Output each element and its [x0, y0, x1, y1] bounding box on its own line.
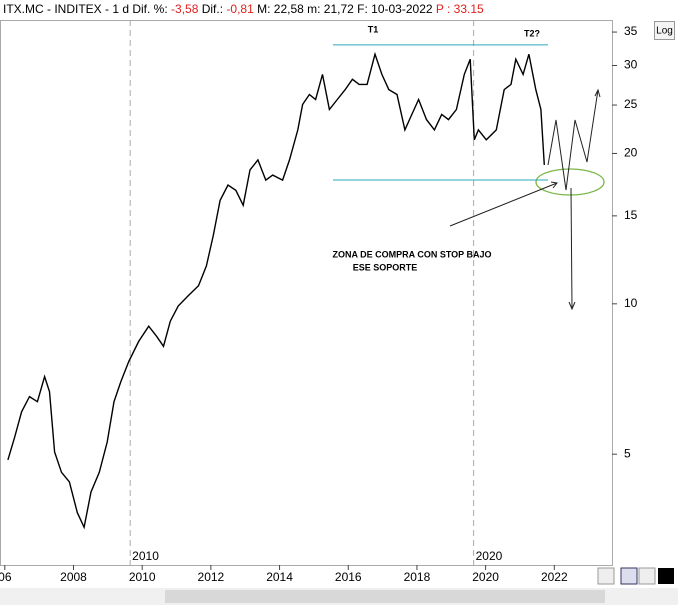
header: ITX.MC - INDITEX - 1 d Dif. %: -3,58 Dif…: [3, 2, 484, 16]
icon-button[interactable]: [638, 567, 656, 585]
header-part: -3,58: [171, 2, 199, 16]
x-tick-label: 2012: [198, 570, 225, 584]
x-tick-label: 2022: [541, 570, 568, 584]
arrow: [449, 182, 558, 227]
arrow-head: [594, 88, 601, 98]
x-tick-label: 2016: [335, 570, 362, 584]
log-button[interactable]: [654, 21, 675, 40]
x-tick-label: 2014: [266, 570, 293, 584]
annotation: T2?: [524, 28, 540, 38]
y-tick-label: 30: [624, 58, 638, 72]
plot-frame: [0, 20, 613, 566]
color-button[interactable]: [658, 568, 674, 584]
header-part: Dif.:: [198, 2, 226, 16]
annotation: ESE SOPORTE: [353, 262, 418, 272]
y-tick-label: 5: [624, 446, 631, 460]
x-tick-label: 06: [0, 570, 12, 584]
y-tick-label: 25: [624, 97, 638, 111]
price-line: [7, 51, 545, 530]
header-part: M: 22,58 m: 21,72 F: 10-03-2022: [254, 2, 436, 16]
y-tick-label: 20: [624, 146, 638, 160]
y-tick-label: 35: [624, 24, 638, 38]
projection: [547, 89, 599, 191]
log-button-label[interactable]: Log: [656, 26, 673, 37]
arrow-head: [568, 301, 576, 311]
y-tick-label: 10: [624, 296, 638, 310]
header-part: P : 33.15: [436, 2, 484, 16]
header-part: ITX.MC - INDITEX - 1 d Dif. %:: [3, 2, 171, 16]
annotation: ZONA DE COMPRA CON STOP BAJO: [332, 249, 491, 259]
save-button[interactable]: [620, 567, 638, 585]
year-divider-label: 2020: [476, 549, 503, 563]
x-tick-label: 2010: [129, 570, 156, 584]
scroll-thumb[interactable]: [165, 590, 605, 603]
projection-down: [570, 187, 573, 309]
x-tick-label: 2020: [472, 570, 499, 584]
y-tick-label: 15: [624, 208, 638, 222]
annotation: T1: [368, 24, 379, 34]
x-tick-label: 2018: [404, 570, 431, 584]
arrow-head: [550, 181, 558, 189]
year-divider-label: 2010: [132, 549, 159, 563]
drawings: [449, 88, 605, 311]
x-tick-label: 2008: [60, 570, 87, 584]
zone-ellipse: [535, 168, 605, 196]
icon-button[interactable]: [597, 567, 615, 585]
header-part: -0,81: [226, 2, 254, 16]
